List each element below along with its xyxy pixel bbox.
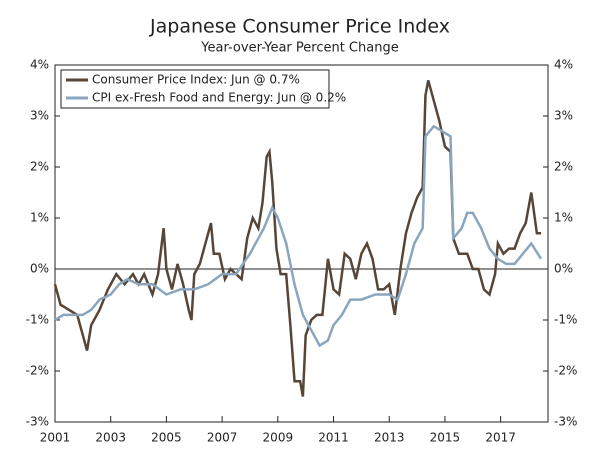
y2-tick-label: 4% [554,58,573,72]
legend-box [60,69,330,109]
y-tick-label: 3% [30,109,49,123]
y-tick-label: -1% [26,313,49,327]
y2-tick-label: -1% [554,313,577,327]
y2-tick-label: -3% [554,415,577,429]
chart-title: Japanese Consumer Price Index [149,16,450,38]
x-tick-label: 2009 [263,431,294,445]
x-tick-label: 2007 [207,431,238,445]
x-tick-label: 2005 [151,431,182,445]
x-tick-label: 2011 [318,431,349,445]
y2-tick-label: 1% [554,211,573,225]
y2-tick-label: -2% [554,364,577,378]
y-tick-label: -2% [26,364,49,378]
series-line [54,124,543,348]
y-tick-label: 1% [30,211,49,225]
x-tick-label: 2017 [485,431,516,445]
x-tick-label: 2003 [95,431,126,445]
y-tick-label: -3% [26,415,49,429]
y2-tick-label: 3% [554,109,573,123]
chart-subtitle: Year-over-Year Percent Change [200,41,398,56]
x-tick-label: 2015 [430,431,461,445]
legend-label: Consumer Price Index: Jun @ 0.7% [92,73,300,87]
legend-label: CPI ex-Fresh Food and Energy: Jun @ 0.2% [92,91,346,105]
plot-frame [54,64,549,423]
series-line [53,79,542,397]
y-tick-label: 2% [30,160,49,174]
y2-tick-label: 2% [554,160,573,174]
y2-tick-label: 0% [554,262,573,276]
x-tick-label: 2001 [40,431,71,445]
y-tick-label: 4% [30,58,49,72]
x-tick-label: 2013 [374,431,405,445]
y-tick-label: 0% [30,262,49,276]
